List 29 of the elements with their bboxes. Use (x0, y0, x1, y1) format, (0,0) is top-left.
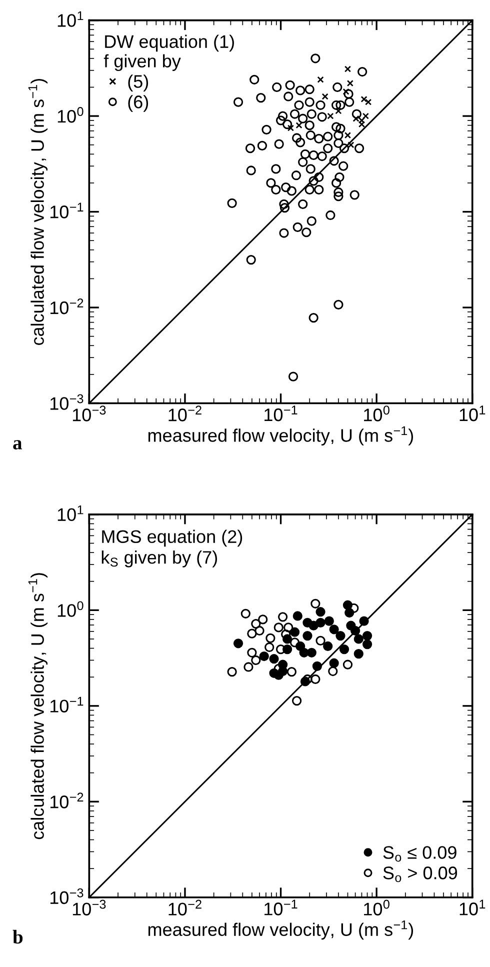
text: a (13, 440, 22, 450)
x-tick-label: 10$^{0}$ (364, 900, 390, 916)
x-tick-label: 10$^{−3}$ (72, 900, 106, 916)
y-tick-label: 10$^{1}$ (58, 505, 84, 522)
annotation: MGS equation (2) k$_{S}$ given by (7) (102, 530, 242, 568)
x-tick-label: 10$^{0}$ (364, 406, 390, 422)
y-axis-title: calculated flow velocity, U (m s$^{−1}$) (28, 573, 48, 840)
y-tick-label: 10$^{1}$ (58, 11, 84, 27)
y-tick-label: 10$^{0}$ (58, 107, 84, 123)
y-axis-title: calculated flow velocity, U (m s$^{−1}$) (28, 78, 48, 345)
x-tick-label: 10$^{−1}$ (264, 900, 298, 916)
x-tick-label: 10$^{−1}$ (264, 406, 298, 422)
y-tick-label: 10$^{−2}$ (50, 298, 84, 314)
y-tick-label: 10$^{−2}$ (50, 792, 84, 808)
x-axis-title: measured flow velocity, U (m s$^{−1}$) (148, 920, 414, 940)
x-tick-label: 10$^{−2}$ (168, 900, 202, 916)
legend-label: (5) (128, 74, 148, 92)
x-tick-label: 10$^{−2}$ (168, 406, 202, 422)
legend-title: DW equation (1) f given by (104, 34, 234, 72)
y-tick-label: 10$^{−1}$ (50, 696, 84, 712)
x-axis-title: measured flow velocity, U (m s$^{−1}$) (148, 426, 414, 446)
legend-label: (6) (128, 95, 148, 112)
y-tick-label: 10$^{−1}$ (50, 202, 84, 218)
text: b (12, 930, 23, 944)
y-tick-label: 10$^{0}$ (58, 601, 84, 617)
x-tick-label: 10$^{1}$ (460, 900, 486, 916)
legend-label: S$_{o}$ ≤ 0.09 (383, 846, 456, 862)
x-tick-label: 10$^{1}$ (460, 406, 486, 422)
legend-label: S$_{o}$ > 0.09 (383, 866, 458, 882)
